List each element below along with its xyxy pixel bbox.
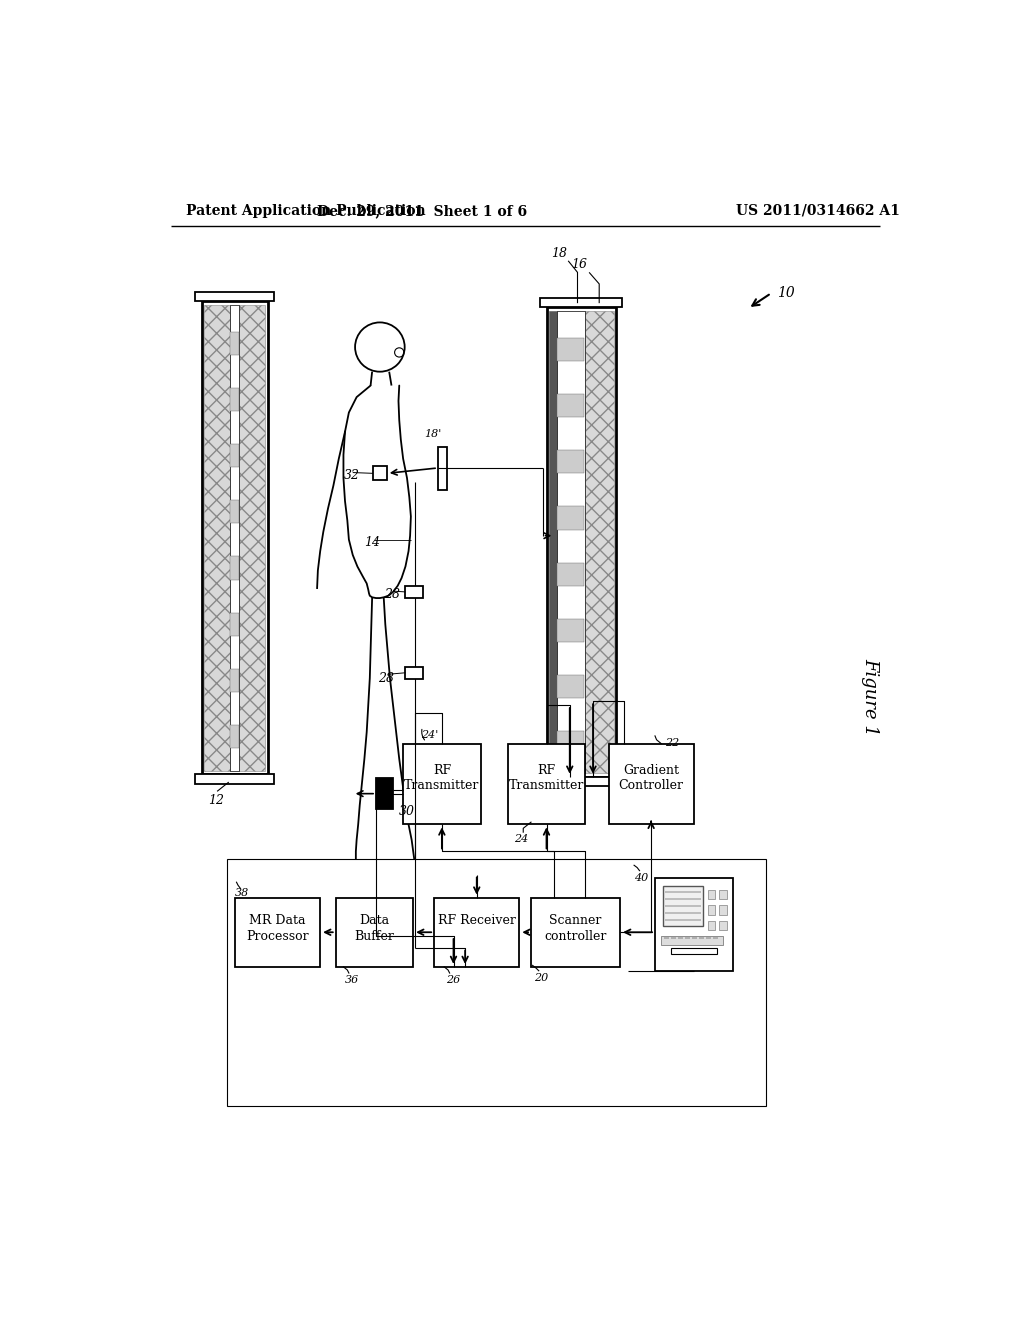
Bar [557, 562, 585, 586]
Text: controller: controller [544, 929, 606, 942]
Text: 24: 24 [514, 834, 528, 845]
Bar [557, 338, 585, 360]
Text: Processor: Processor [246, 929, 309, 942]
Bar [196, 292, 273, 301]
Bar [549, 312, 557, 774]
Bar [406, 586, 423, 598]
Bar [708, 890, 716, 899]
Bar [230, 669, 239, 692]
Text: 28: 28 [384, 589, 399, 601]
Bar [234, 898, 321, 966]
Bar [708, 906, 716, 915]
Bar [708, 921, 716, 929]
Bar [434, 898, 519, 966]
Bar [719, 890, 727, 899]
Text: RF Receiver: RF Receiver [438, 915, 516, 927]
Bar [202, 301, 267, 775]
Bar [230, 557, 239, 579]
Bar [204, 305, 230, 771]
Text: 26: 26 [445, 974, 460, 985]
Bar [373, 466, 387, 480]
Bar [230, 331, 239, 355]
Bar [196, 775, 273, 784]
Bar [230, 305, 239, 771]
Bar [557, 675, 585, 698]
Text: Scanner: Scanner [549, 915, 601, 927]
Text: Transmitter: Transmitter [509, 779, 584, 792]
Text: 32: 32 [343, 469, 359, 482]
Text: Transmitter: Transmitter [404, 779, 479, 792]
Text: 14: 14 [365, 536, 380, 549]
Text: RF: RF [433, 764, 451, 777]
Bar [336, 898, 414, 966]
Bar [230, 388, 239, 411]
Text: RF: RF [538, 764, 556, 777]
Text: 36: 36 [345, 974, 359, 985]
Bar [608, 743, 693, 825]
Bar [547, 308, 616, 776]
Bar [663, 886, 703, 927]
Bar [230, 444, 239, 467]
Bar [230, 725, 239, 748]
Text: Dec. 29, 2011  Sheet 1 of 6: Dec. 29, 2011 Sheet 1 of 6 [317, 203, 527, 218]
Text: Buffer: Buffer [354, 929, 394, 942]
Bar [541, 776, 623, 785]
Text: 18': 18' [424, 429, 441, 440]
Text: 22: 22 [665, 738, 679, 748]
Bar [655, 878, 732, 970]
Text: MR Data: MR Data [249, 915, 306, 927]
Text: 24': 24' [421, 730, 438, 739]
Bar [227, 859, 766, 1106]
Text: Controller: Controller [618, 779, 684, 792]
Bar [662, 936, 723, 945]
Bar [508, 743, 586, 825]
Bar [586, 312, 614, 774]
Text: 12: 12 [208, 793, 224, 807]
Text: Gradient: Gradient [624, 764, 679, 777]
Text: Patent Application Publication: Patent Application Publication [186, 203, 426, 218]
Bar [719, 921, 727, 929]
Bar [438, 447, 447, 490]
Text: US 2011/0314662 A1: US 2011/0314662 A1 [736, 203, 900, 218]
Bar [557, 450, 585, 474]
Text: Figure 1: Figure 1 [861, 659, 880, 737]
Bar [557, 395, 585, 417]
Bar [557, 507, 585, 529]
Text: 38: 38 [234, 888, 249, 899]
Text: 20: 20 [535, 973, 548, 983]
Bar [230, 612, 239, 636]
Bar [403, 743, 480, 825]
Bar [671, 948, 717, 954]
Bar [557, 619, 585, 642]
Bar [541, 298, 623, 308]
Text: 28: 28 [378, 672, 393, 685]
Bar [376, 779, 393, 809]
Text: Data: Data [359, 915, 389, 927]
Text: 18: 18 [551, 247, 567, 260]
Bar [557, 312, 586, 774]
Bar [406, 667, 423, 678]
Bar [239, 305, 265, 771]
Text: 10: 10 [777, 286, 796, 300]
Bar [719, 906, 727, 915]
Text: 40: 40 [634, 873, 648, 883]
Bar [230, 500, 239, 523]
Bar [557, 731, 585, 755]
Text: 30: 30 [399, 805, 416, 818]
Bar [531, 898, 621, 966]
Text: 16: 16 [571, 259, 587, 271]
